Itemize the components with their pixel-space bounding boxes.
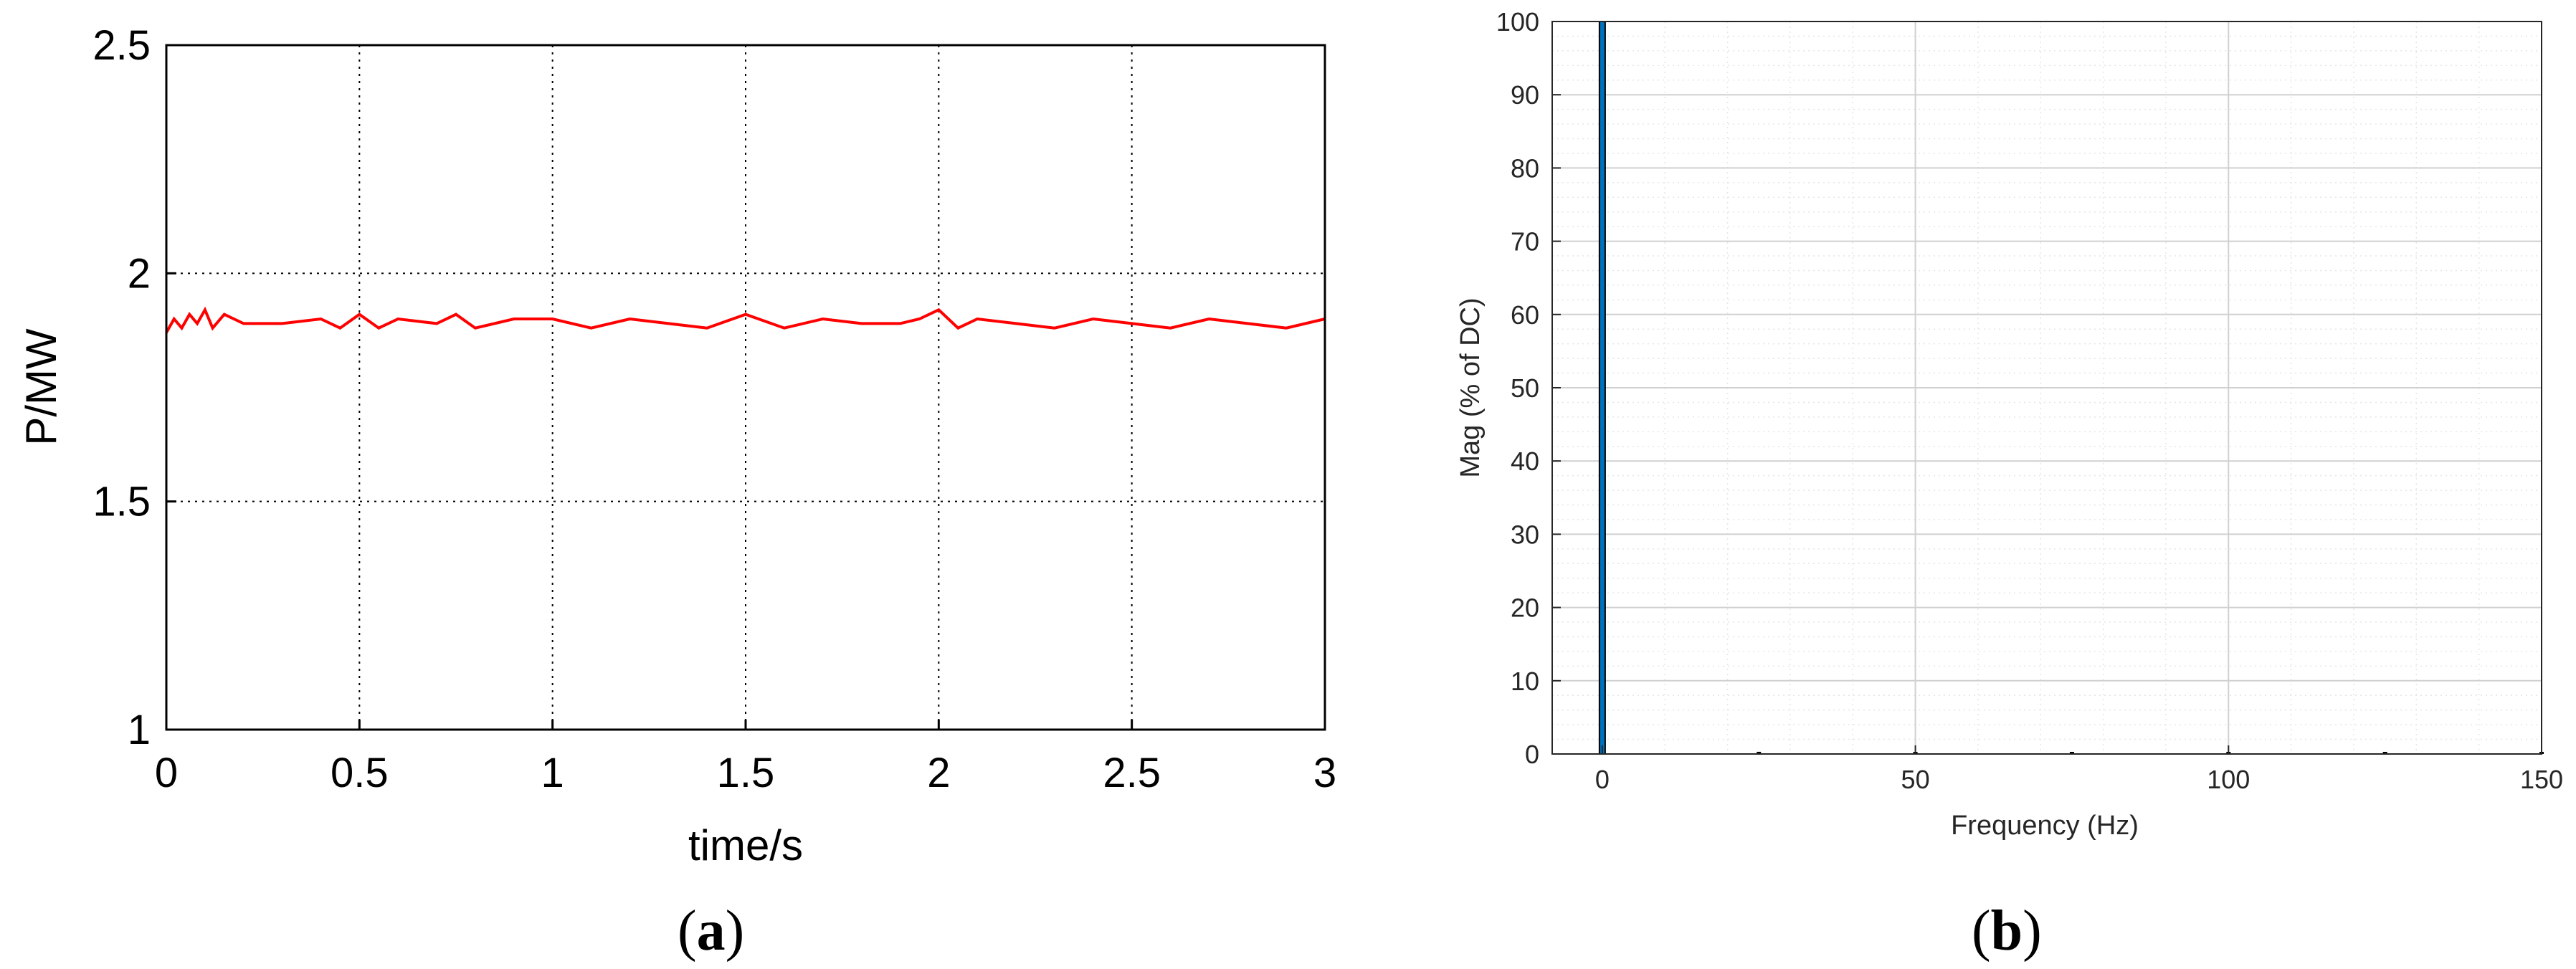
panel-b-bar — [2069, 752, 2074, 754]
panel-b-ylabel: Mag (% of DC) — [1455, 297, 1486, 477]
panel-b-ytick-label: 90 — [1511, 80, 1539, 110]
panel-a-xtick-label: 1.5 — [717, 750, 775, 796]
panel-b-caption-letter: b — [1991, 899, 2023, 963]
panel-a-power-line — [165, 306, 1326, 334]
panel-b-bar — [2382, 752, 2387, 754]
panel-a-caption: (a) — [678, 899, 744, 963]
panel-b-ytick-label: 80 — [1511, 153, 1539, 183]
panel-a-xlabel: time/s — [688, 821, 803, 869]
panel-b-ytick-label: 30 — [1511, 520, 1539, 549]
panel-b-ytick-label: 50 — [1511, 373, 1539, 403]
panel-b-xlabel: Frequency (Hz) — [1951, 811, 2139, 841]
panel-b-ytick-label: 20 — [1511, 593, 1539, 623]
panel-b-chart: 0 50 100 150 0 10 20 30 40 50 60 70 80 90 100 Frequenc… — [1455, 7, 2563, 963]
panel-b-xtick-label: 150 — [2520, 765, 2563, 794]
panel-b-ytick-label: 10 — [1511, 667, 1539, 696]
panel-a-ticks: 0 0.5 1 1.5 2 2.5 3 1 1.5 2 2.5 — [92, 22, 1336, 796]
panel-b-ytick-label: 40 — [1511, 447, 1539, 476]
panel-a-caption-letter: a — [697, 899, 726, 963]
panel-b-xtick-label: 50 — [1901, 765, 1930, 794]
panel-a-ytick-label: 2.5 — [92, 22, 151, 69]
panel-b-ticks: 0 50 100 150 0 10 20 30 40 50 60 70 80 90 100 — [1496, 7, 2563, 794]
panel-a-chart: 0 0.5 1 1.5 2 2.5 3 1 1.5 2 2.5 time/s P/MW (a) — [17, 22, 1336, 963]
panel-a-ytick-label: 1 — [128, 707, 151, 753]
panel-a-xtick-label: 3 — [1313, 750, 1336, 796]
panel-a-xtick-label: 0 — [155, 750, 178, 796]
panel-b-bar — [1598, 21, 1606, 755]
panel-a-xtick-label: 0.5 — [331, 750, 389, 796]
panel-b-caption: (b) — [1972, 899, 2042, 963]
panel-b-xtick-label: 100 — [2207, 765, 2250, 794]
panel-b-ytick-label: 70 — [1511, 227, 1539, 257]
panel-a-xtick-label: 1 — [541, 750, 564, 796]
panel-a-ytick-label: 1.5 — [92, 479, 151, 525]
panel-b-xtick-label: 0 — [1595, 765, 1610, 794]
panel-a-ylabel: P/MW — [17, 328, 65, 446]
panel-a-xtick-label: 2 — [927, 750, 950, 796]
panel-b-ytick-label: 100 — [1496, 7, 1539, 37]
panel-b-bar — [1757, 751, 1762, 754]
panel-a-xtick-label: 2.5 — [1103, 750, 1161, 796]
panel-b-ytick-label: 0 — [1525, 740, 1539, 769]
panel-b-ytick-label: 60 — [1511, 300, 1539, 330]
panel-a-ytick-label: 2 — [128, 250, 151, 297]
